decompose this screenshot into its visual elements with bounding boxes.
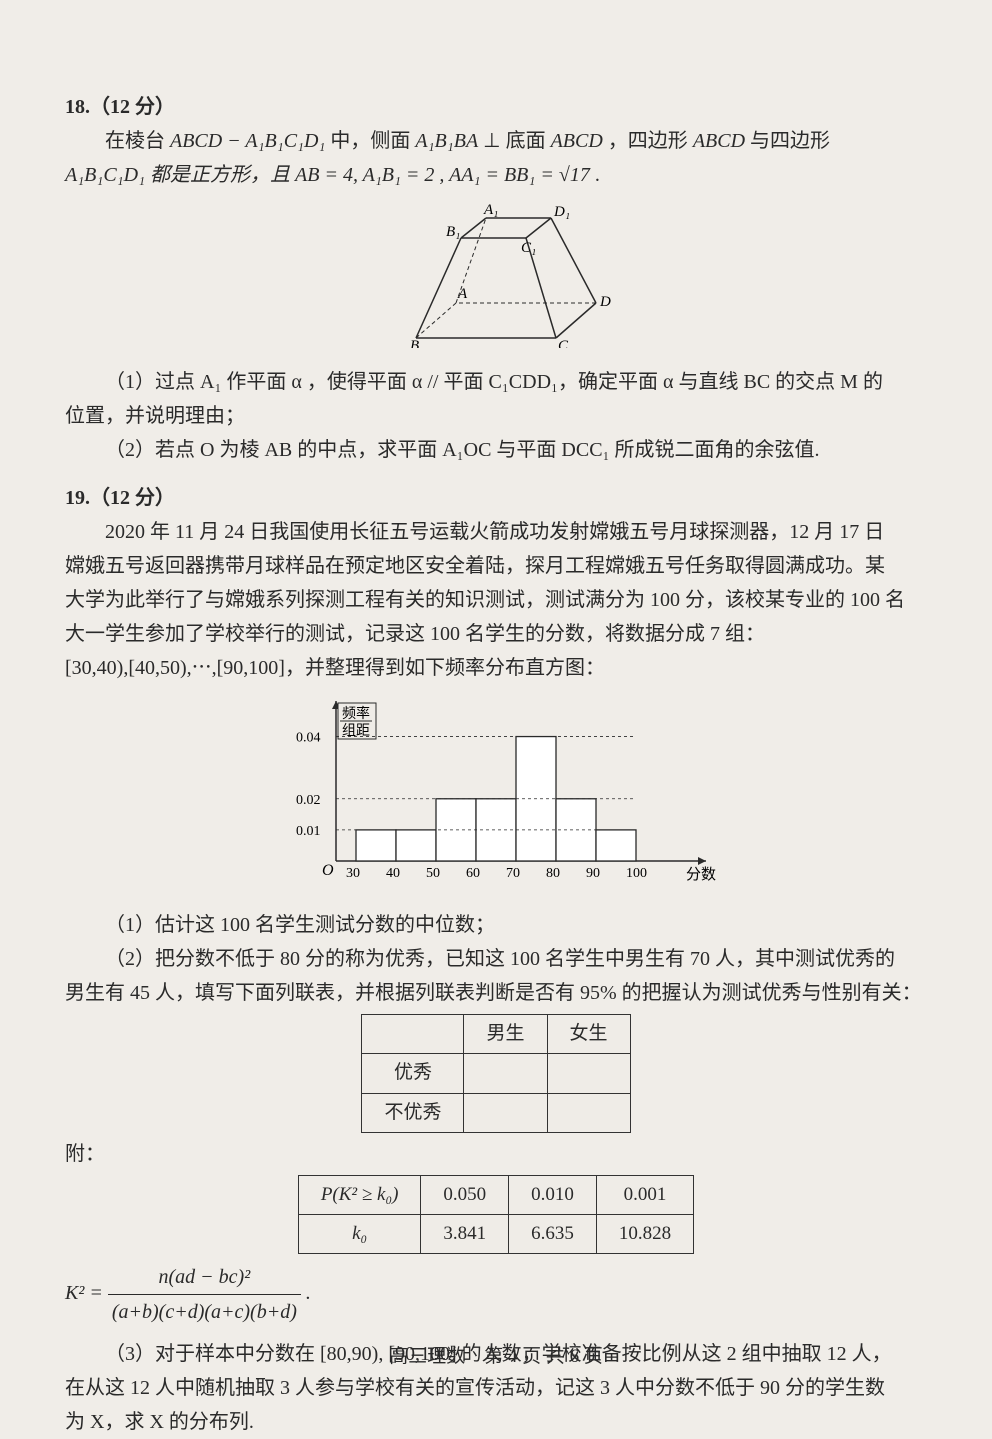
hist-xlabel: 分数 [686,866,716,883]
contingency-table: 男生 女生 优秀 不优秀 [361,1014,630,1133]
ct-r1c0: 优秀 [362,1054,464,1093]
p18-header: 18.（12 分） [65,90,927,124]
ct-r2c1 [464,1093,547,1132]
p19-q3c: 为 X，求 X 的分布列. [65,1405,927,1439]
p19-p4: 大一学生参加了学校举行的测试，记录这 100 名学生的分数，将数据分成 7 组： [65,617,927,651]
p18-q1b: 位置，并说明理由； [65,399,927,433]
histogram-diagram: 频率 组距 O 分数 30405060708090100 0.010.020.0… [65,691,927,902]
p19-q2a: （2）把分数不低于 80 分的称为优秀，已知这 100 名学生中男生有 70 人… [65,942,927,976]
svg-text:0.01: 0.01 [296,824,321,839]
label-D1: D₁ [553,204,570,220]
p19-p1: 2020 年 11 月 24 日我国使用长征五号运载火箭成功发射嫦娥五号月球探测… [65,515,927,549]
problem-18: 18.（12 分） 在棱台 ABCD − A₁B₁C₁D₁ 中，侧面 A₁B₁B… [65,90,927,467]
svg-text:O: O [322,862,334,879]
ct-r1c2 [547,1054,630,1093]
p19-header: 19.（12 分） [65,481,927,515]
svg-text:50: 50 [426,866,440,881]
p18-line2: A₁B₁C₁D₁ 都是正方形，且 AB = 4, A₁B₁ = 2 , AA₁ … [65,158,927,192]
svg-text:100: 100 [626,866,647,881]
label-A: A [457,286,468,302]
ct-r1c1 [464,1054,547,1093]
label-A1: A₁ [483,202,498,218]
chi-square-table: P(K² ≥ k₀) 0.050 0.010 0.001 k₀ 3.841 6.… [298,1175,694,1255]
chi-r2c2: 6.635 [509,1215,597,1254]
chi-r2c1: 3.841 [421,1215,509,1254]
label-B: B [410,338,419,348]
p19-q3b: 在从这 12 人中随机抽取 3 人参与学校有关的宣传活动，记这 3 人中分数不低… [65,1371,927,1405]
svg-text:40: 40 [386,866,400,881]
frustum-svg: B C D A B₁ C₁ D₁ A₁ [366,198,626,348]
chi-r1c2: 0.010 [509,1175,597,1214]
ct-h0 [362,1015,464,1054]
page-footer: 高三理数 第 4 页 共 6 页 [0,1341,992,1373]
p18-q1: （1）过点 A₁ 作平面 α ，使得平面 α // 平面 C₁CDD₁，确定平面… [65,365,927,399]
p19-p3: 大学为此举行了与嫦娥系列探测工程有关的知识测试，测试满分为 100 分，该校某专… [65,583,927,617]
p19-q2b: 男生有 45 人，填写下面列联表，并根据列联表判断是否有 95% 的把握认为测试… [65,976,927,1010]
p18-q2: （2）若点 O 为棱 AB 的中点，求平面 A₁OC 与平面 DCC₁ 所成锐二… [65,433,927,467]
problem-19: 19.（12 分） 2020 年 11 月 24 日我国使用长征五号运载火箭成功… [65,481,927,1439]
ct-h1: 男生 [464,1015,547,1054]
p18-num: 18.（12 分） [65,96,175,118]
svg-text:60: 60 [466,866,480,881]
label-C1: C₁ [521,240,536,256]
svg-text:0.04: 0.04 [296,731,321,746]
chi-r2c0: k₀ [298,1215,421,1254]
svg-text:70: 70 [506,866,520,881]
p19-p5: [30,40),[40,50),⋯,[90,100]，并整理得到如下频率分布直方… [65,651,927,685]
ct-r2c0: 不优秀 [362,1093,464,1132]
chi-formula: K² = n(ad − bc)² (a+b)(c+d)(a+c)(b+d) . [65,1260,927,1329]
histogram-svg: 频率 组距 O 分数 30405060708090100 0.010.020.0… [266,691,726,891]
chi-r1c0: P(K² ≥ k₀) [298,1175,421,1214]
ct-r2c2 [547,1093,630,1132]
svg-text:30: 30 [346,866,360,881]
p19-p2: 嫦娥五号返回器携带月球样品在预定地区安全着陆，探月工程嫦娥五号任务取得圆满成功。… [65,549,927,583]
hist-ylabel-top: 频率 [342,705,370,722]
chi-r1c1: 0.050 [421,1175,509,1214]
svg-text:0.02: 0.02 [296,793,321,808]
label-D: D [599,294,611,310]
frustum-diagram: B C D A B₁ C₁ D₁ A₁ [65,198,927,359]
p19-fu: 附： [65,1137,927,1171]
label-B1: B₁ [446,224,460,240]
chi-r2c3: 10.828 [596,1215,693,1254]
svg-text:90: 90 [586,866,600,881]
chi-r1c3: 0.001 [596,1175,693,1214]
svg-text:80: 80 [546,866,560,881]
p18-line1: 在棱台 ABCD − A₁B₁C₁D₁ 中，侧面 A₁B₁BA ⊥ 底面 ABC… [65,124,927,158]
p19-q1: （1）估计这 100 名学生测试分数的中位数； [65,908,927,942]
ct-h2: 女生 [547,1015,630,1054]
label-C: C [558,338,569,348]
